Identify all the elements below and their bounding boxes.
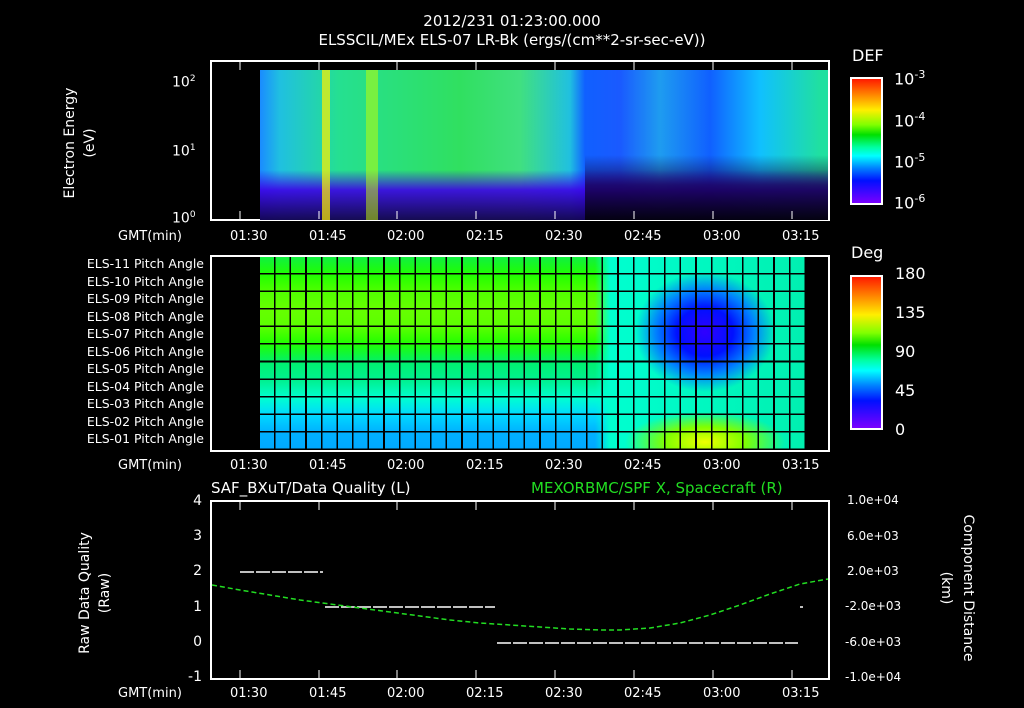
pitch-angle-frame [210, 255, 830, 452]
colorbar1-label-1e-5: 10-5 [894, 151, 926, 172]
colorbar2-label-180: 180 [895, 264, 926, 283]
ytick-1e0: 100 [172, 210, 196, 227]
colorbar2-title: Deg [851, 243, 884, 262]
ytick-1e1: 101 [172, 143, 196, 160]
panel3-left-title: SAF_BXuT/Data Quality (L) [211, 479, 411, 497]
spf-x-curve [211, 578, 829, 631]
colorbar2-label-135: 135 [895, 303, 926, 322]
spectrogram-frame [210, 60, 830, 221]
colorbar1-title: DEF [852, 46, 884, 65]
colorbar2-label-45: 45 [895, 381, 916, 400]
panel3-xticks-marks [239, 502, 793, 678]
colorbar1-label-1e-6: 10-6 [894, 192, 926, 213]
colorbar2 [850, 275, 883, 430]
pitch-angle-row-labels: ELS-11 Pitch Angle ELS-10 Pitch Angle EL… [86, 256, 204, 446]
colorbar1 [850, 77, 883, 205]
colorbar2-label-90: 90 [895, 342, 916, 361]
data-quality-segments [240, 571, 803, 644]
panel3-right-title: MEXORBMC/SPF X, Spacecraft (R) [531, 479, 783, 497]
spectrogram-low-flux-region [585, 155, 828, 220]
panel2-xaxis-label: GMT(min) [118, 458, 182, 473]
panel3-left-yticks: 4 3 2 1 0 -1 [188, 493, 202, 685]
panel3-xaxis-label: GMT(min) [118, 686, 182, 701]
panel2-xticks: 01:30 01:45 02:00 02:15 02:30 02:45 03:0… [230, 458, 820, 473]
panel1-xaxis-label: GMT(min) [118, 229, 182, 244]
plot-subtitle: ELSSCIL/MEx ELS-07 LR-Bk (ergs/(cm**2-sr… [318, 31, 706, 49]
colorbar2-label-0: 0 [895, 420, 906, 439]
colorbar1-label-1e-3: 10-3 [894, 68, 926, 89]
colorbar1-label-1e-4: 10-4 [894, 110, 926, 131]
ytick-1e2: 102 [172, 74, 196, 91]
pitch-angle-heatmap [260, 257, 805, 450]
plot-datetime: 2012/231 01:23:00.000 [423, 12, 601, 30]
panel3-frame [210, 500, 830, 680]
panel1-xticks-marks [239, 62, 793, 219]
panel3-xticks: 01:30 01:45 02:00 02:15 02:30 02:45 03:0… [230, 686, 820, 701]
panel1-xticks: 01:30 01:45 02:00 02:15 02:30 02:45 03:0… [230, 229, 820, 244]
panel3-right-yticks: 1.0e+04 6.0e+03 2.0e+03 -2.0e+03 -6.0e+0… [845, 493, 902, 684]
